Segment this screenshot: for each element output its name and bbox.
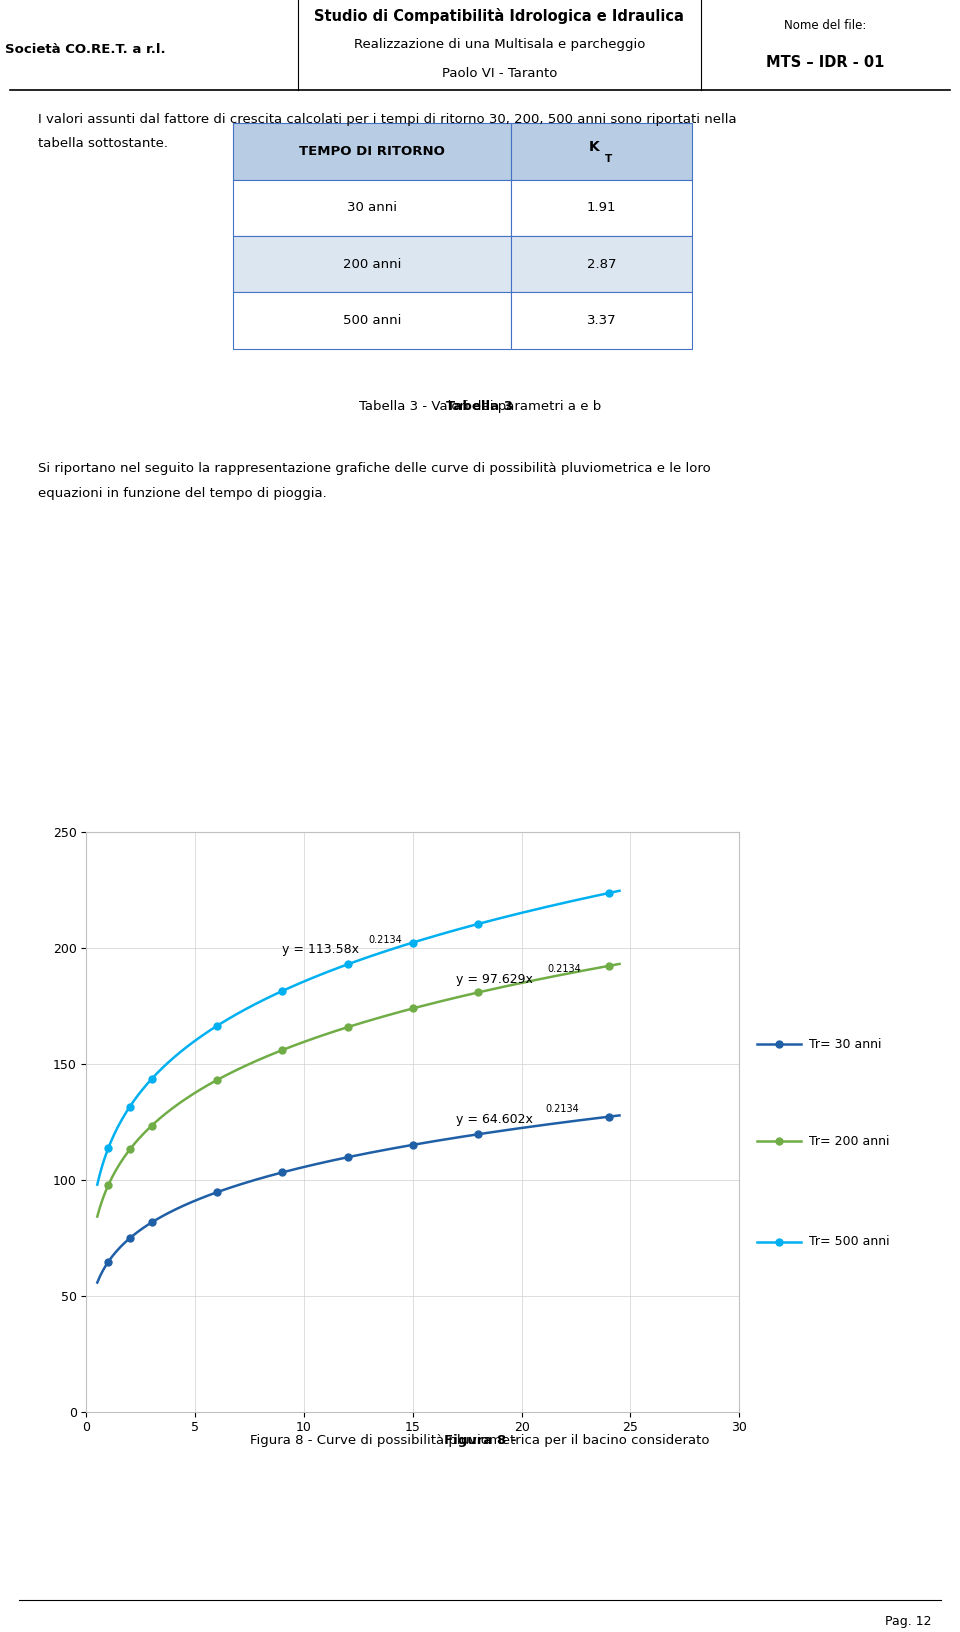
FancyBboxPatch shape (511, 180, 692, 237)
FancyBboxPatch shape (232, 292, 511, 349)
Text: 1.91: 1.91 (587, 201, 616, 214)
Text: Società CO.RE.T. a r.l.: Società CO.RE.T. a r.l. (5, 42, 165, 55)
FancyBboxPatch shape (511, 292, 692, 349)
Text: y = 64.602x: y = 64.602x (456, 1113, 533, 1126)
Text: 500 anni: 500 anni (343, 315, 401, 326)
Text: y = 97.629x: y = 97.629x (456, 973, 533, 986)
Text: 0.2134: 0.2134 (369, 935, 402, 945)
FancyBboxPatch shape (232, 180, 511, 237)
Text: 30 anni: 30 anni (347, 201, 396, 214)
Text: y = 113.58x: y = 113.58x (282, 943, 359, 956)
Text: tabella sottostante.: tabella sottostante. (38, 137, 168, 150)
Text: K: K (589, 140, 600, 153)
Text: Nome del file:: Nome del file: (784, 18, 867, 31)
Text: 0.2134: 0.2134 (545, 1105, 579, 1115)
FancyBboxPatch shape (511, 237, 692, 292)
Text: Realizzazione di una Multisala e parcheggio: Realizzazione di una Multisala e parcheg… (353, 39, 645, 51)
Text: Tabella 3 - Valori dei parametri a e b: Tabella 3 - Valori dei parametri a e b (359, 400, 601, 413)
Text: Figura 8 -: Figura 8 - (444, 1435, 516, 1446)
Text: Studio di Compatibilità Idrologica e Idraulica: Studio di Compatibilità Idrologica e Idr… (314, 8, 684, 24)
FancyBboxPatch shape (232, 237, 511, 292)
Text: Figura 8 - Curve di possibilità pluviometrica per il bacino considerato: Figura 8 - Curve di possibilità pluviome… (251, 1435, 709, 1446)
Text: 200 anni: 200 anni (343, 258, 401, 271)
FancyBboxPatch shape (511, 122, 692, 180)
Text: equazioni in funzione del tempo di pioggia.: equazioni in funzione del tempo di piogg… (38, 488, 327, 501)
FancyBboxPatch shape (232, 122, 511, 180)
Text: TEMPO DI RITORNO: TEMPO DI RITORNO (299, 145, 444, 158)
Text: Tr= 500 anni: Tr= 500 anni (809, 1235, 890, 1248)
Text: Tr= 200 anni: Tr= 200 anni (809, 1134, 890, 1147)
Text: 2.87: 2.87 (587, 258, 616, 271)
Text: Pag. 12: Pag. 12 (885, 1614, 931, 1627)
Text: Paolo VI - Taranto: Paolo VI - Taranto (442, 67, 557, 80)
Text: 0.2134: 0.2134 (548, 965, 582, 974)
Text: MTS – IDR - 01: MTS – IDR - 01 (766, 55, 885, 70)
Text: Si riportano nel seguito la rappresentazione grafiche delle curve di possibilità: Si riportano nel seguito la rappresentaz… (38, 462, 711, 475)
Text: T: T (605, 153, 612, 163)
Text: Tabella 3: Tabella 3 (446, 400, 514, 413)
Text: I valori assunti dal fattore di crescita calcolati per i tempi di ritorno 30, 20: I valori assunti dal fattore di crescita… (38, 113, 737, 126)
Text: 3.37: 3.37 (587, 315, 616, 326)
Text: Tr= 30 anni: Tr= 30 anni (809, 1038, 882, 1051)
